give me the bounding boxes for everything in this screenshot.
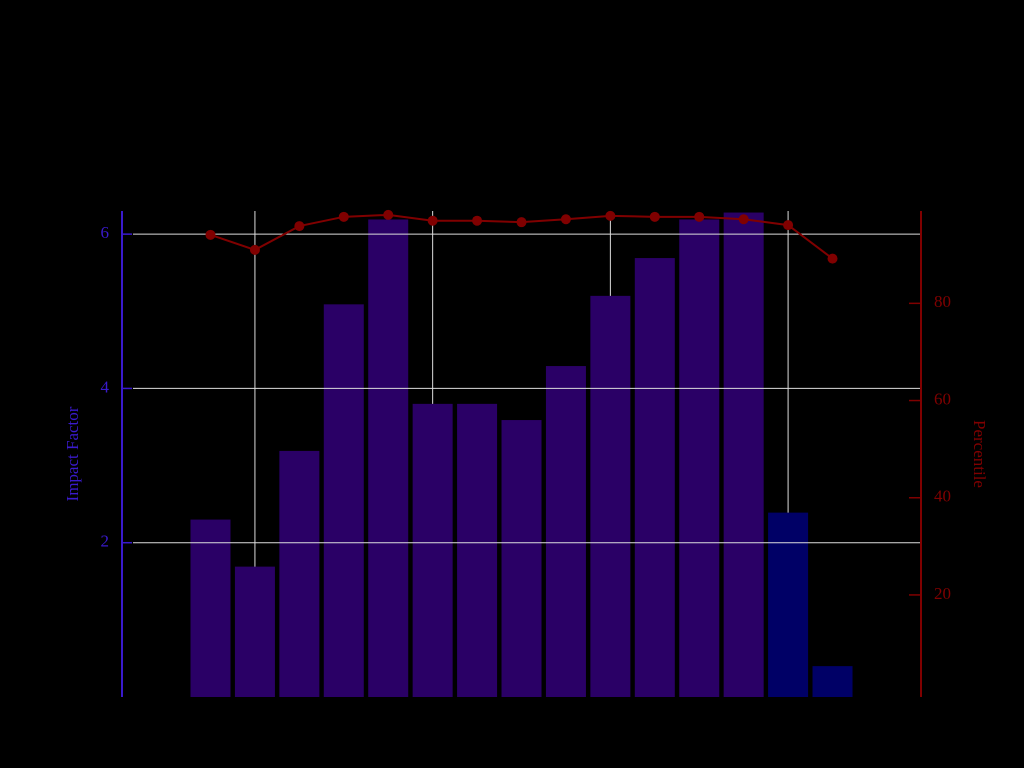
y-tick-label: 4 — [101, 377, 110, 396]
bar — [323, 304, 364, 697]
y2-tick-label: 40 — [934, 487, 951, 506]
y-axis-label: Impact Factor — [63, 406, 82, 501]
bar — [412, 403, 453, 697]
line-marker — [827, 253, 838, 264]
y-tick-label: 2 — [101, 532, 110, 551]
line-marker — [694, 211, 705, 222]
bar — [501, 420, 542, 697]
line-marker — [649, 211, 660, 222]
bar — [590, 295, 631, 697]
bar — [190, 519, 231, 697]
line-marker — [427, 215, 438, 226]
bar — [457, 403, 498, 697]
y2-tick-label: 60 — [934, 389, 951, 408]
line-marker — [294, 221, 305, 232]
bar — [634, 258, 675, 697]
bar — [368, 219, 409, 697]
line-marker — [472, 215, 483, 226]
line-marker — [383, 209, 394, 220]
line-marker — [338, 211, 349, 222]
line-marker — [605, 210, 616, 221]
line-marker — [516, 217, 527, 228]
bar — [812, 666, 853, 697]
line-marker — [783, 220, 794, 231]
line-marker — [738, 214, 749, 225]
bar — [723, 212, 764, 698]
y-tick-label: 6 — [101, 223, 110, 242]
y2-axis-label: Percentile — [970, 420, 989, 488]
bar — [545, 366, 586, 697]
bar — [279, 450, 320, 697]
bar — [768, 512, 809, 697]
y2-tick-label: 80 — [934, 292, 951, 311]
y2-tick-label: 20 — [934, 584, 951, 603]
bar — [679, 219, 720, 697]
line-marker — [205, 229, 216, 240]
bar — [234, 566, 275, 697]
line-marker — [560, 214, 571, 225]
line-marker — [249, 244, 260, 255]
